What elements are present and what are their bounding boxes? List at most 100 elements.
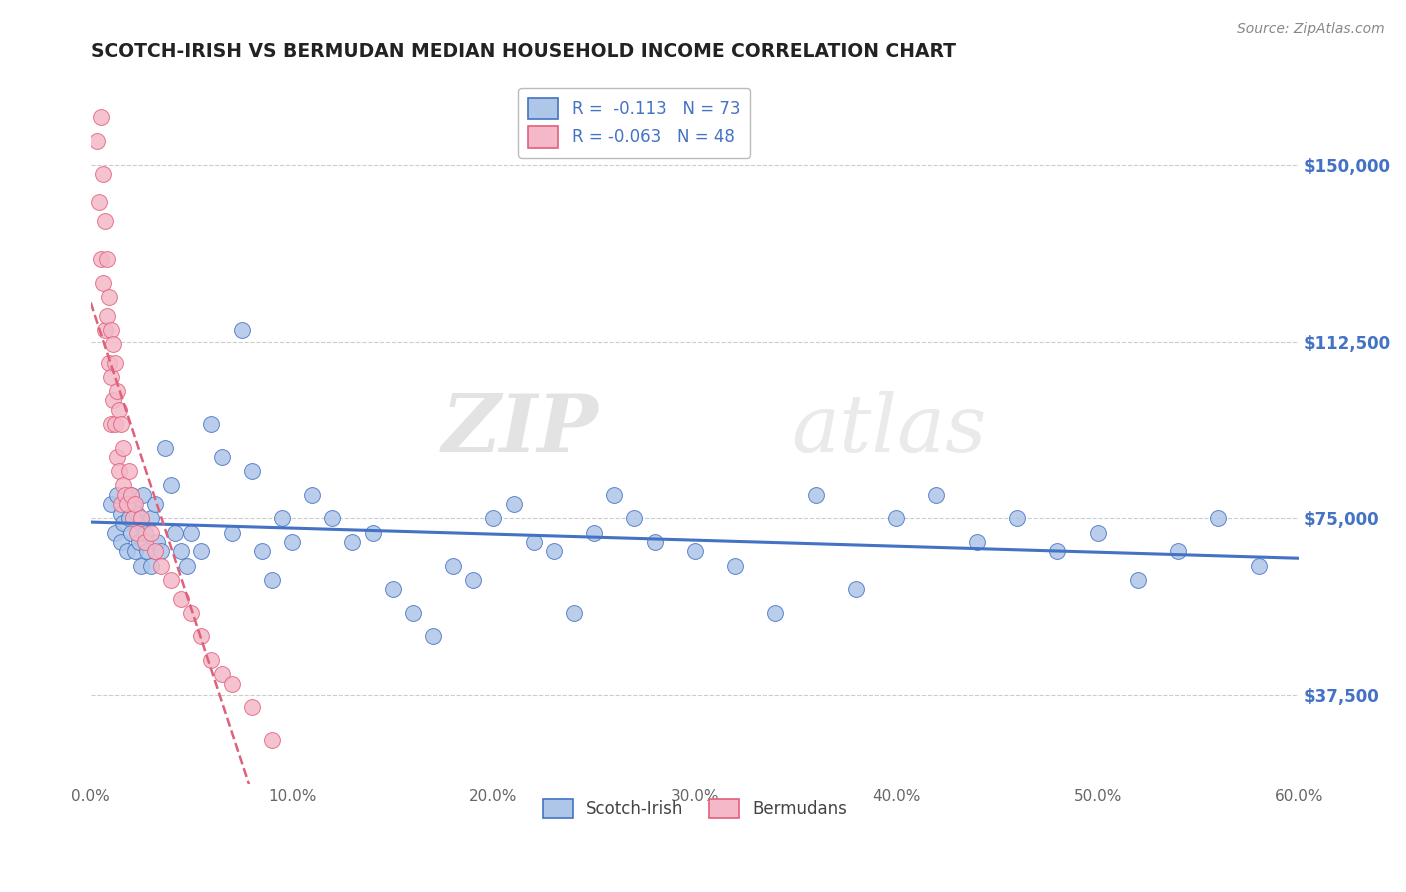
Point bbox=[200, 417, 222, 431]
Point bbox=[129, 558, 152, 573]
Point bbox=[260, 573, 283, 587]
Point bbox=[104, 417, 127, 431]
Point bbox=[93, 323, 115, 337]
Point bbox=[139, 525, 162, 540]
Point bbox=[301, 488, 323, 502]
Point bbox=[143, 544, 166, 558]
Point bbox=[884, 511, 907, 525]
Point bbox=[240, 464, 263, 478]
Point bbox=[101, 337, 124, 351]
Point bbox=[143, 497, 166, 511]
Point bbox=[136, 544, 159, 558]
Point bbox=[110, 497, 132, 511]
Point bbox=[132, 488, 155, 502]
Point bbox=[96, 309, 118, 323]
Point bbox=[190, 629, 212, 643]
Point bbox=[804, 488, 827, 502]
Point bbox=[221, 676, 243, 690]
Point bbox=[763, 606, 786, 620]
Point bbox=[1126, 573, 1149, 587]
Point bbox=[134, 525, 156, 540]
Point bbox=[463, 573, 485, 587]
Point bbox=[165, 525, 187, 540]
Point bbox=[1208, 511, 1230, 525]
Point bbox=[170, 544, 193, 558]
Point bbox=[105, 488, 128, 502]
Point bbox=[128, 535, 150, 549]
Point bbox=[104, 356, 127, 370]
Point bbox=[342, 535, 364, 549]
Point bbox=[146, 535, 169, 549]
Point bbox=[122, 511, 145, 525]
Point bbox=[361, 525, 384, 540]
Point bbox=[90, 111, 112, 125]
Point bbox=[139, 511, 162, 525]
Point bbox=[402, 606, 425, 620]
Point bbox=[623, 511, 645, 525]
Point bbox=[1046, 544, 1069, 558]
Point bbox=[108, 403, 131, 417]
Point bbox=[124, 497, 146, 511]
Point bbox=[221, 525, 243, 540]
Point bbox=[160, 573, 183, 587]
Point bbox=[105, 450, 128, 464]
Point bbox=[1167, 544, 1189, 558]
Point bbox=[91, 276, 114, 290]
Point bbox=[1087, 525, 1109, 540]
Point bbox=[422, 629, 444, 643]
Point bbox=[101, 393, 124, 408]
Point bbox=[124, 544, 146, 558]
Point bbox=[562, 606, 585, 620]
Point bbox=[100, 417, 122, 431]
Point bbox=[381, 582, 404, 596]
Point bbox=[111, 441, 134, 455]
Point bbox=[125, 525, 148, 540]
Point bbox=[134, 535, 156, 549]
Point bbox=[150, 544, 173, 558]
Text: ZIP: ZIP bbox=[441, 392, 598, 468]
Point bbox=[125, 507, 148, 521]
Point bbox=[176, 558, 198, 573]
Text: Source: ZipAtlas.com: Source: ZipAtlas.com bbox=[1237, 22, 1385, 37]
Point bbox=[129, 511, 152, 525]
Point bbox=[93, 214, 115, 228]
Point bbox=[100, 370, 122, 384]
Legend: Scotch-Irish, Bermudans: Scotch-Irish, Bermudans bbox=[536, 792, 853, 825]
Point bbox=[966, 535, 988, 549]
Point bbox=[120, 525, 142, 540]
Point bbox=[543, 544, 565, 558]
Point bbox=[87, 195, 110, 210]
Text: atlas: atlas bbox=[792, 392, 987, 468]
Point bbox=[683, 544, 706, 558]
Point bbox=[170, 591, 193, 606]
Point bbox=[321, 511, 343, 525]
Point bbox=[190, 544, 212, 558]
Point bbox=[180, 606, 202, 620]
Point bbox=[583, 525, 606, 540]
Point bbox=[603, 488, 626, 502]
Point bbox=[118, 464, 141, 478]
Point bbox=[925, 488, 948, 502]
Point bbox=[97, 356, 120, 370]
Point bbox=[845, 582, 868, 596]
Point bbox=[114, 488, 136, 502]
Point bbox=[260, 733, 283, 747]
Point bbox=[441, 558, 464, 573]
Point bbox=[111, 478, 134, 492]
Point bbox=[231, 323, 253, 337]
Point bbox=[115, 497, 138, 511]
Point bbox=[104, 525, 127, 540]
Point bbox=[139, 558, 162, 573]
Point bbox=[200, 653, 222, 667]
Point bbox=[724, 558, 747, 573]
Point bbox=[271, 511, 294, 525]
Text: SCOTCH-IRISH VS BERMUDAN MEDIAN HOUSEHOLD INCOME CORRELATION CHART: SCOTCH-IRISH VS BERMUDAN MEDIAN HOUSEHOL… bbox=[90, 42, 956, 61]
Point bbox=[120, 488, 142, 502]
Point bbox=[281, 535, 304, 549]
Point bbox=[211, 667, 233, 681]
Point bbox=[240, 700, 263, 714]
Point bbox=[97, 290, 120, 304]
Point bbox=[502, 497, 524, 511]
Point bbox=[482, 511, 505, 525]
Point bbox=[110, 535, 132, 549]
